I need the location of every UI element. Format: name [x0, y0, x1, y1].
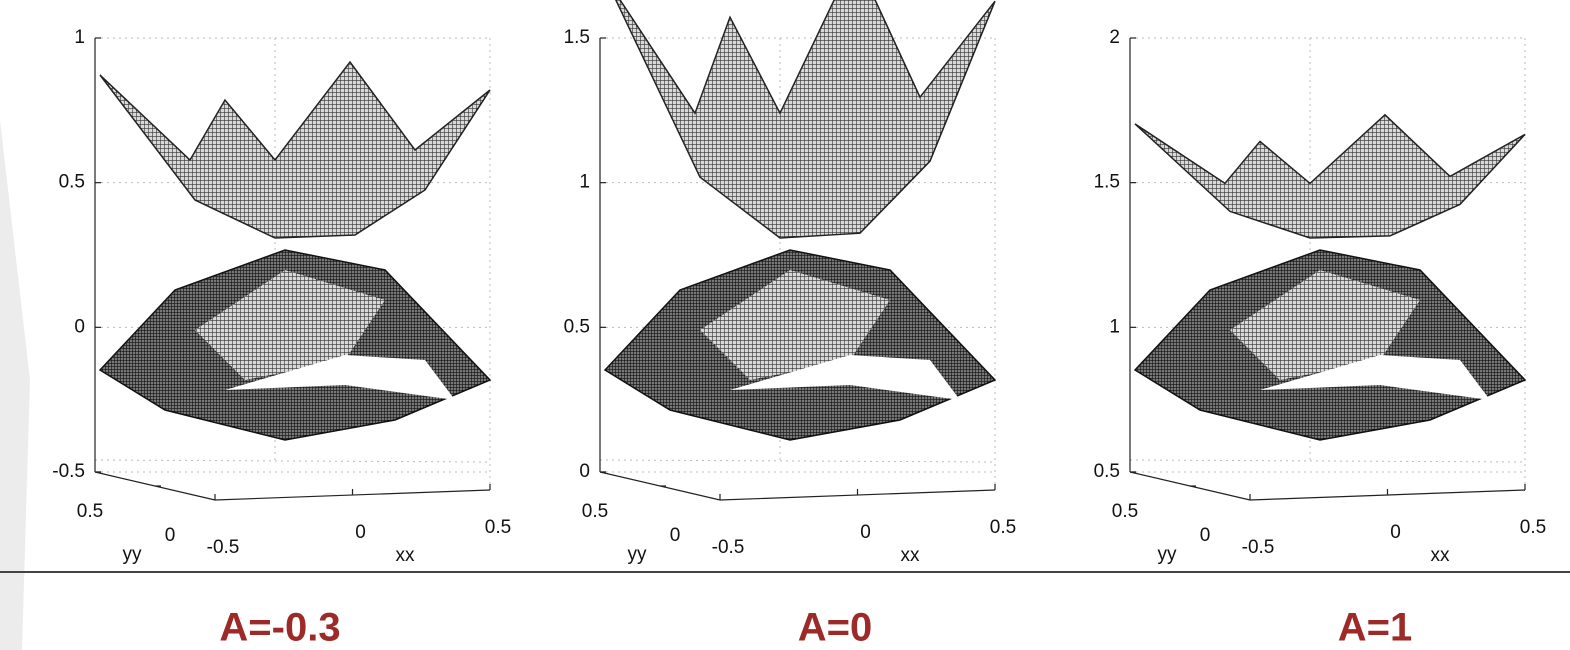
- z-tick-label: 1: [579, 172, 590, 193]
- caption: A=0: [798, 606, 873, 650]
- z-tick-label: 2: [1109, 27, 1120, 48]
- surface: [1135, 115, 1525, 238]
- z-tick-label: 1.5: [1094, 172, 1120, 193]
- z-tick-label: 1: [74, 27, 85, 48]
- y-tick-label: 0: [1200, 525, 1211, 546]
- x-tick-label: 0.5: [990, 517, 1016, 538]
- caption: A=-0.3: [219, 606, 340, 650]
- y-axis-label: yy: [628, 544, 648, 565]
- grid-frame: [1130, 460, 1525, 462]
- y-tick-label: 0: [165, 525, 176, 546]
- surface: [100, 62, 490, 238]
- z-tick-label: 0: [579, 461, 590, 482]
- page: {"chart_data": [ {"type": "surface", "ca…: [0, 0, 1570, 650]
- x-tick-label: -0.5: [207, 537, 240, 558]
- x-axis-label: xx: [1431, 545, 1451, 566]
- decoration: [0, 120, 30, 650]
- grid-frame: [95, 460, 490, 462]
- figure: -0.5 0 0.5 1 -0.5 0 0.5 0.5 0 xx yy A=-0.3 0 0.5 1 1.5 -…: [0, 0, 1570, 650]
- x-tick-label: 0: [355, 522, 366, 543]
- x-axis-label: xx: [901, 545, 921, 566]
- surface: [605, 0, 995, 238]
- y-tick-label: 0: [670, 525, 681, 546]
- x-tick-label: -0.5: [712, 537, 745, 558]
- x-tick-label: 0: [1390, 522, 1401, 543]
- x-tick-label: 0.5: [485, 517, 511, 538]
- z-tick-label: 0: [74, 316, 85, 337]
- y-tick-label: 0.5: [1112, 501, 1138, 522]
- y-tick-label: 0.5: [77, 501, 103, 522]
- z-tick-label: 0.5: [564, 316, 590, 337]
- z-tick-label: 0.5: [1094, 461, 1120, 482]
- x-axis-label: xx: [396, 545, 416, 566]
- y-axis-label: yy: [1158, 544, 1178, 565]
- z-tick-label: 1.5: [564, 27, 590, 48]
- y-axis-label: yy: [123, 544, 143, 565]
- x-tick-label: 0.5: [1520, 517, 1546, 538]
- z-tick-label: -0.5: [52, 461, 85, 482]
- grid-frame: [600, 460, 995, 462]
- z-tick-label: 1: [1109, 316, 1120, 337]
- caption: A=1: [1338, 606, 1413, 650]
- z-tick-label: 0.5: [59, 172, 85, 193]
- y-tick-label: 0.5: [582, 501, 608, 522]
- x-tick-label: 0: [860, 522, 871, 543]
- x-tick-label: -0.5: [1242, 537, 1275, 558]
